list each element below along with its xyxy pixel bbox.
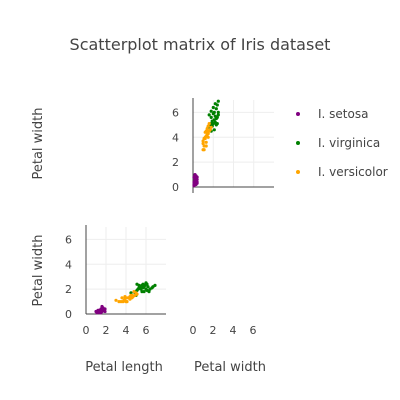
legend-marker xyxy=(296,170,300,174)
data-point-isetosa xyxy=(193,179,197,183)
data-point-iversicolor xyxy=(130,293,134,297)
legend: I. setosa I. virginica I. versicolor xyxy=(296,107,388,179)
data-point-iversicolor xyxy=(120,296,124,300)
data-point-iversicolor xyxy=(201,139,205,143)
legend-label: I. setosa xyxy=(318,107,368,121)
chart-title: Scatterplot matrix of Iris dataset xyxy=(70,35,331,54)
data-point-iversicolor xyxy=(209,125,213,129)
panel-p_width_vs_width: 0 2 4 6 Petal width xyxy=(31,98,274,194)
data-point-isetosa xyxy=(99,311,103,315)
data-point-ivirginica xyxy=(209,115,213,119)
x-tick-label: 4 xyxy=(123,324,130,337)
data-point-ivirginica xyxy=(211,105,215,110)
data-point-ivirginica xyxy=(212,128,216,132)
data-point-ivirginica xyxy=(144,287,148,291)
y-axis-label: Petal width xyxy=(31,107,46,179)
data-point-isetosa xyxy=(94,309,98,314)
data-point-iversicolor xyxy=(124,300,128,304)
y-tick-label: 4 xyxy=(65,258,72,271)
y-tick-label: 0 xyxy=(65,308,72,321)
data-point-ivirginica xyxy=(215,122,219,126)
legend-item[interactable]: I. setosa xyxy=(296,107,368,121)
data-point-ivirginica xyxy=(135,282,139,286)
x-tick-label: 0 xyxy=(83,324,90,337)
data-point-ivirginica xyxy=(141,286,145,290)
data-point-iversicolor xyxy=(201,141,205,146)
data-point-ivirginica xyxy=(153,283,157,287)
x-axis-label: Petal length xyxy=(85,360,163,375)
data-point-ivirginica xyxy=(145,282,149,286)
x-tick-label: 6 xyxy=(250,324,257,337)
data-point-iversicolor xyxy=(129,296,133,300)
y-tick-label: 2 xyxy=(172,156,179,169)
data-point-ivirginica xyxy=(146,285,150,289)
data-point-iversicolor xyxy=(114,298,118,302)
data-point-ivirginica xyxy=(212,110,216,114)
data-point-ivirginica xyxy=(216,113,220,117)
legend-marker xyxy=(296,141,300,145)
data-point-ivirginica xyxy=(214,107,218,111)
x-tick-label: 2 xyxy=(210,324,217,337)
data-point-ivirginica xyxy=(216,99,220,103)
legend-label: I. versicolor xyxy=(318,165,388,179)
data-point-isetosa xyxy=(195,181,199,185)
data-point-isetosa xyxy=(102,308,106,312)
data-point-iversicolor xyxy=(207,122,211,126)
y-tick-label: 6 xyxy=(172,106,179,119)
data-point-iversicolor xyxy=(208,128,212,132)
y-tick-label: 6 xyxy=(65,233,72,246)
legend-marker xyxy=(296,112,300,116)
x-tick-label: 4 xyxy=(230,324,237,337)
data-point-ivirginica xyxy=(215,115,219,119)
data-point-ivirginica xyxy=(140,290,144,294)
legend-label: I. virginica xyxy=(318,136,380,150)
data-point-isetosa xyxy=(194,174,198,178)
y-tick-label: 2 xyxy=(65,283,72,296)
data-point-ivirginica xyxy=(129,291,133,295)
data-point-iversicolor xyxy=(206,135,210,139)
data-point-isetosa xyxy=(100,304,104,309)
legend-item[interactable]: I. versicolor xyxy=(296,165,388,179)
x-tick-label: 0 xyxy=(190,324,197,337)
data-point-ivirginica xyxy=(213,102,217,106)
x-tick-label: 2 xyxy=(103,324,110,337)
data-point-iversicolor xyxy=(205,127,209,131)
data-point-ivirginica xyxy=(209,109,213,113)
data-point-iversicolor xyxy=(204,140,208,144)
data-point-iversicolor xyxy=(202,148,206,152)
data-point-ivirginica xyxy=(207,113,211,117)
y-tick-label: 4 xyxy=(172,131,179,144)
y-tick-label: 0 xyxy=(172,181,179,194)
x-axis-label: Petal width xyxy=(194,360,266,375)
data-point-ivirginica xyxy=(147,290,151,294)
legend-item[interactable]: I. virginica xyxy=(296,136,380,150)
data-point-ivirginica xyxy=(216,110,220,114)
panel-empty_bottom_right: 0 2 4 6 Petal width xyxy=(190,324,267,375)
data-point-iversicolor xyxy=(123,295,127,299)
data-point-iversicolor xyxy=(205,130,209,134)
data-point-iversicolor xyxy=(206,124,210,128)
x-tick-label: 6 xyxy=(143,324,150,337)
data-point-iversicolor xyxy=(204,144,208,148)
data-point-iversicolor xyxy=(135,292,139,296)
y-axis-label: Petal width xyxy=(31,234,46,306)
data-point-iversicolor xyxy=(203,136,207,141)
